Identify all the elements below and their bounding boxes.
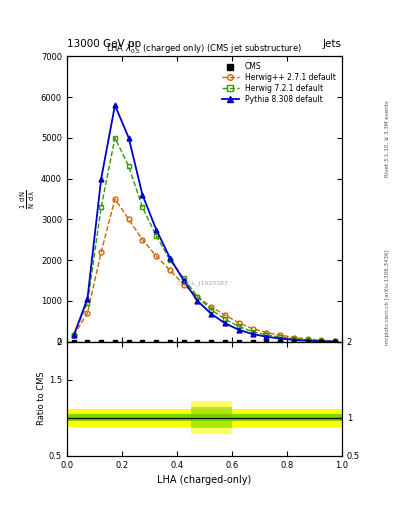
Text: 13000 GeV pp: 13000 GeV pp bbox=[67, 38, 141, 49]
Text: Jets: Jets bbox=[323, 38, 342, 49]
Y-axis label: $\frac{1}{\rm N}\,\frac{d\rm N}{d\lambda}$: $\frac{1}{\rm N}\,\frac{d\rm N}{d\lambda… bbox=[18, 189, 37, 208]
Text: CMS-L_J1920187: CMS-L_J1920187 bbox=[177, 281, 229, 286]
Text: mcplots.cern.ch [arXiv:1306.3436]: mcplots.cern.ch [arXiv:1306.3436] bbox=[385, 249, 390, 345]
X-axis label: LHA (charged-only): LHA (charged-only) bbox=[157, 475, 252, 485]
Legend: CMS, Herwig++ 2.7.1 default, Herwig 7.2.1 default, Pythia 8.308 default: CMS, Herwig++ 2.7.1 default, Herwig 7.2.… bbox=[220, 60, 338, 106]
Y-axis label: Ratio to CMS: Ratio to CMS bbox=[37, 372, 46, 425]
Text: Rivet 3.1.10, ≥ 3.3M events: Rivet 3.1.10, ≥ 3.3M events bbox=[385, 100, 390, 177]
Title: LHA $\lambda^{1}_{0.5}$ (charged only) (CMS jet substructure): LHA $\lambda^{1}_{0.5}$ (charged only) (… bbox=[107, 41, 302, 56]
